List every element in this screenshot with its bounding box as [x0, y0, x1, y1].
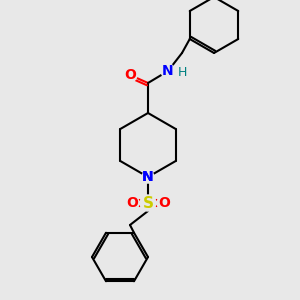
- Circle shape: [142, 171, 154, 183]
- Text: O: O: [158, 196, 170, 210]
- Circle shape: [140, 195, 156, 211]
- Circle shape: [157, 196, 171, 210]
- Text: O: O: [124, 68, 136, 82]
- Text: S: S: [142, 196, 154, 211]
- Text: O: O: [126, 196, 138, 210]
- Text: N: N: [162, 64, 174, 78]
- Circle shape: [123, 68, 137, 82]
- Text: N: N: [142, 170, 154, 184]
- Text: H: H: [177, 67, 187, 80]
- Circle shape: [125, 196, 139, 210]
- Text: N: N: [142, 170, 154, 184]
- Circle shape: [161, 64, 175, 78]
